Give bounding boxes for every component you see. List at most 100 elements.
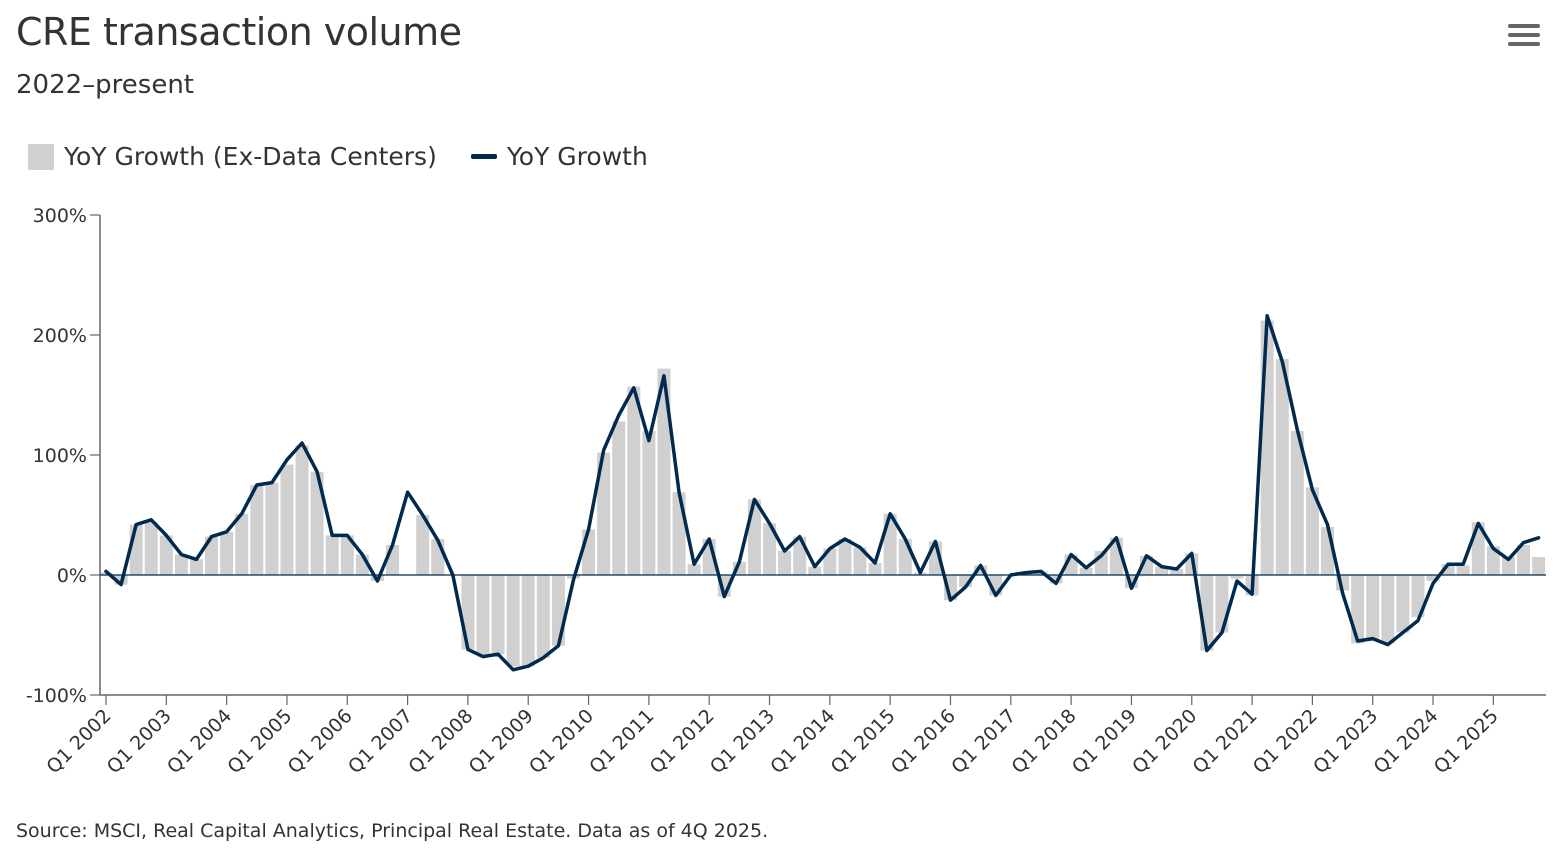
bar [898,539,912,575]
bar [1230,575,1244,579]
bar [551,575,565,646]
bar [1426,575,1440,581]
y-tick-label: 200% [33,325,87,347]
bar [597,452,611,575]
bar [778,551,792,575]
x-tick-label: Q1 2010 [525,705,598,778]
y-tick-label: 0% [57,565,87,587]
bar [868,563,882,575]
bar [205,536,219,575]
bar [1381,575,1395,644]
bar [476,575,490,657]
bar [1396,575,1410,633]
bar [235,513,249,575]
legend: YoY Growth (Ex-Data Centers) YoY Growth [28,142,682,171]
bar [1532,557,1546,575]
bar [189,559,203,575]
bar [642,431,656,575]
bar [1501,557,1515,575]
bar [1275,359,1289,575]
bar [1290,431,1304,575]
bar [280,464,294,575]
x-tick-label: Q1 2003 [103,705,176,778]
legend-bar-swatch [28,143,54,170]
bar [144,522,158,575]
x-tick-label: Q1 2011 [585,705,658,778]
bar [853,547,867,575]
bar [310,471,324,575]
source-note: Source: MSCI, Real Capital Analytics, Pr… [16,820,769,842]
x-tick-label: Q1 2021 [1188,705,1261,778]
bar [1305,487,1319,575]
legend-label: YoY Growth [506,142,648,171]
x-tick-label: Q1 2012 [646,705,719,778]
bar [1486,546,1500,575]
bar [974,565,988,575]
x-tick-label: Q1 2002 [42,705,115,778]
chart-title: CRE transaction volume [16,10,462,54]
x-tick-label: Q1 2005 [223,705,296,778]
bar [1351,575,1365,644]
x-tick-label: Q1 2014 [766,705,839,778]
bar [627,386,641,575]
bar [763,523,777,575]
bar [672,492,686,575]
x-tick-label: Q1 2013 [706,705,779,778]
x-tick-label: Q1 2006 [284,705,357,778]
x-tick-label: Q1 2017 [947,705,1020,778]
x-tick-label: Q1 2018 [1008,705,1081,778]
x-tick-label: Q1 2009 [465,705,538,778]
bar [1079,567,1093,575]
legend-item-ex-data-centers[interactable]: YoY Growth (Ex-Data Centers) [28,142,437,171]
x-tick-label: Q1 2025 [1430,705,1503,778]
bar [416,515,430,575]
legend-line-swatch [470,154,497,159]
bar [340,535,354,575]
chart-subtitle: 2022–present [16,70,195,100]
x-tick-label: Q1 2015 [827,705,900,778]
x-tick-label: Q1 2007 [344,705,417,778]
bar [1456,565,1470,575]
x-tick-label: Q1 2023 [1309,705,1382,778]
x-tick-label: Q1 2016 [887,705,960,778]
bar [1155,566,1169,575]
x-tick-label: Q1 2022 [1249,705,1322,778]
bar [220,531,234,575]
bar [325,535,339,575]
bar [687,564,701,575]
bar [582,529,596,575]
legend-item-yoy-growth[interactable]: YoY Growth [470,142,648,171]
bar [536,575,550,658]
legend-label: YoY Growth (Ex-Data Centers) [64,142,437,171]
bar [612,421,626,575]
x-tick-label: Q1 2008 [404,705,477,778]
bar [159,535,173,575]
bar [1170,569,1184,575]
bar [250,485,264,575]
x-tick-label: Q1 2019 [1068,705,1141,778]
bar [808,566,822,575]
bar [1215,575,1229,633]
x-tick-label: Q1 2024 [1369,705,1442,778]
bar [1517,545,1531,575]
y-tick-label: 100% [33,445,87,467]
bar [838,539,852,575]
yoy-growth-line [104,314,1541,672]
bar [506,575,520,667]
bar [461,575,475,650]
bar [99,572,113,575]
x-tick-label: Q1 2020 [1128,705,1201,778]
bar [491,575,505,655]
bar [1441,564,1455,575]
bar [295,445,309,575]
bar [1260,320,1274,575]
y-tick-label: -100% [26,685,87,707]
bar [521,575,535,667]
bar [657,368,671,575]
y-tick-label: 300% [33,205,87,227]
bar [174,554,188,575]
hamburger-menu-icon[interactable] [1508,24,1540,50]
bar [747,499,761,575]
bar [265,482,279,575]
